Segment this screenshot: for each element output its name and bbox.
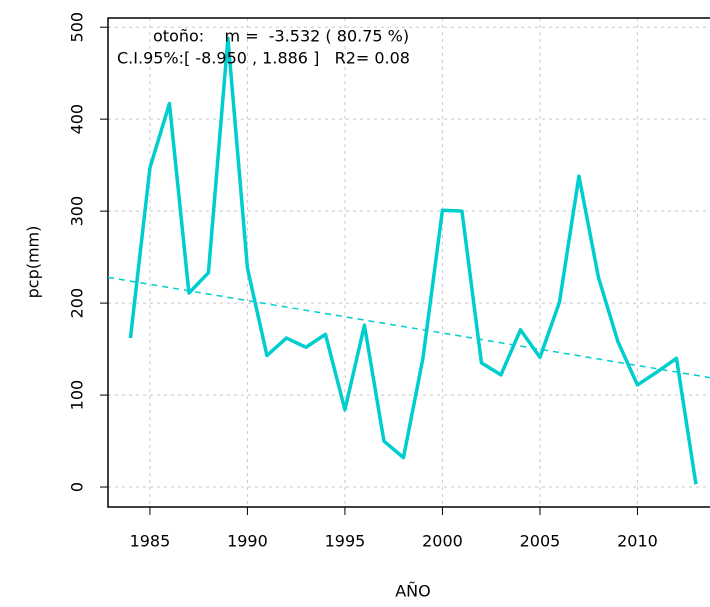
y-tick-label: 0 (68, 482, 87, 492)
plot-frame (107, 17, 710, 508)
x-tick-label: 2000 (422, 532, 463, 551)
y-tick-label: 500 (68, 12, 87, 43)
y-tick-label: 200 (68, 288, 87, 319)
trend-line (107, 276, 710, 379)
y-tick-label: 300 (68, 196, 87, 227)
x-tick-label: 1990 (227, 532, 268, 551)
annotation: otoño: m = -3.532 ( 80.75 %) (153, 27, 409, 46)
annotation: C.I.95%:[ -8.950 , 1.886 ] R2= 0.08 (117, 49, 410, 68)
x-tick-label: 2005 (520, 532, 561, 551)
y-axis-label: pcp(mm) (24, 226, 43, 299)
x-tick-label: 1995 (325, 532, 366, 551)
y-tick-label: 100 (68, 380, 87, 411)
x-tick-label: 2010 (617, 532, 658, 551)
data-line (128, 36, 698, 485)
x-tick-label: 1985 (130, 532, 171, 551)
x-axis-label: AÑO (395, 582, 431, 601)
y-tick-label: 400 (68, 104, 87, 135)
